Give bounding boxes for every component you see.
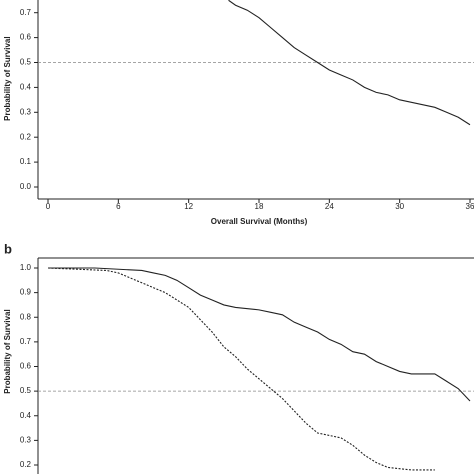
y-tick-label: 0.3 [20, 107, 32, 116]
x-axis-title: Overall Survival (Months) [211, 217, 308, 226]
x-tick-label: 0 [46, 202, 51, 211]
y-tick-label: 0.8 [20, 312, 32, 321]
y-tick-label: 0.4 [20, 411, 32, 420]
y-tick-label: 0.0 [20, 182, 32, 191]
x-tick-label: 30 [395, 202, 404, 211]
y-tick-label: 0.6 [20, 362, 32, 371]
x-tick-label: 24 [325, 202, 334, 211]
x-tick-label: 12 [184, 202, 193, 211]
y-tick-label: 0.5 [20, 386, 32, 395]
y-tick-label: 0.6 [20, 33, 32, 42]
y-tick-label: 0.3 [20, 435, 32, 444]
y-axis-title: Probability of Survival [3, 309, 12, 393]
survival-curve [48, 267, 471, 402]
y-tick-label: 0.2 [20, 132, 32, 141]
x-tick-label: 6 [116, 202, 121, 211]
y-tick-label: 0.9 [20, 288, 32, 297]
y-tick-label: 1.0 [20, 263, 32, 272]
survival-curve [228, 0, 471, 126]
y-axis-title: Probability of Survival [3, 36, 12, 120]
y-tick-label: 0.1 [20, 157, 32, 166]
y-tick-label: 0.7 [20, 337, 32, 346]
x-tick-label: 36 [466, 202, 474, 211]
panel-label: b [4, 241, 12, 256]
y-tick-label: 0.4 [20, 83, 32, 92]
x-tick-label: 18 [255, 202, 264, 211]
y-tick-label: 0.5 [20, 58, 32, 67]
y-tick-label: 0.2 [20, 460, 32, 469]
y-tick-label: 0.7 [20, 8, 32, 17]
survival-curve [47, 267, 435, 471]
